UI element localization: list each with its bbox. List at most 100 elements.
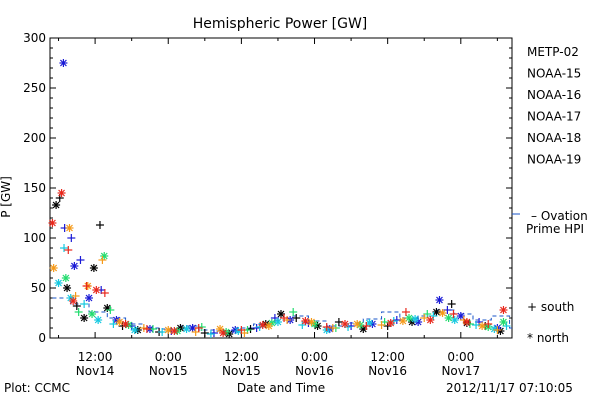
south-point-metp-02 — [72, 302, 81, 310]
north-point-noaa-16 — [94, 316, 103, 324]
north-point-noaa-18 — [353, 320, 362, 328]
y-tick-label: 50 — [31, 281, 46, 295]
south-point-noaa-19 — [362, 322, 371, 330]
ovation-label-line2: Prime HPI — [526, 222, 584, 236]
x-tick-date: Nov14 — [76, 364, 115, 378]
south-point-noaa-16 — [80, 300, 89, 308]
y-tick-label: 200 — [23, 131, 46, 145]
y-tick-label: 0 — [38, 331, 46, 345]
north-point-noaa-19 — [219, 329, 228, 337]
north-point-noaa-17 — [499, 318, 508, 326]
north-point-metp-02 — [277, 310, 285, 318]
north-point-noaa-17 — [88, 310, 97, 318]
north-point-noaa-17 — [404, 314, 413, 322]
y-axis-label: P [GW] — [0, 176, 13, 218]
south-point-metp-02 — [334, 318, 343, 326]
north-point-noaa-18 — [115, 318, 124, 326]
north-point-noaa-17 — [100, 252, 109, 260]
south-point-noaa-19 — [64, 246, 73, 254]
north-point-noaa-18 — [264, 322, 273, 330]
north-point-noaa-19 — [462, 318, 471, 326]
south-point-noaa-16 — [158, 328, 167, 336]
y-axis: 0 50 100 150 200 250 300 — [23, 31, 512, 345]
south-point-noaa-16 — [472, 321, 481, 329]
north-point-noaa-18 — [478, 322, 487, 330]
north-point-noaa-15 — [70, 262, 79, 270]
south-point-noaa-18 — [328, 324, 337, 332]
ovation-label-line1: – Ovation — [531, 209, 588, 223]
north-point-noaa-19 — [121, 320, 130, 328]
north-point-noaa-19 — [301, 317, 310, 325]
legend: METP-02 NOAA-15 NOAA-16 NOAA-17 NOAA-18 NOAA-… — [527, 45, 581, 167]
north-point-metp-02 — [89, 264, 98, 272]
y-tick-label: 250 — [23, 81, 46, 95]
south-point-metp-02 — [95, 221, 104, 229]
south-point-noaa-18 — [377, 321, 386, 329]
x-tick-date: Nov15 — [149, 364, 188, 378]
data-points — [48, 59, 511, 338]
x-tick-time: 0:00 — [447, 350, 474, 364]
north-point-noaa-19 — [69, 297, 78, 305]
x-tick-time: 12:00 — [370, 350, 405, 364]
north-point-metp-02 — [80, 314, 89, 322]
legend-entry: NOAA-19 — [527, 153, 581, 167]
north-point-noaa-16 — [182, 325, 191, 333]
x-tick-date: Nov15 — [222, 364, 261, 378]
x-tick-date: Nov17 — [441, 364, 480, 378]
south-point-noaa-18 — [420, 314, 429, 322]
north-point-noaa-19 — [340, 320, 349, 328]
south-point-metp-02 — [200, 329, 209, 337]
x-tick-time: 12:00 — [224, 350, 259, 364]
south-point-noaa-18 — [493, 326, 502, 334]
south-point-noaa-19 — [142, 325, 151, 333]
y-tick-label: 100 — [23, 231, 46, 245]
x-tick-time: 12:00 — [78, 350, 113, 364]
north-point-noaa-16 — [130, 326, 139, 334]
legend-entry: NOAA-16 — [527, 88, 581, 102]
x-tick-date: Nov16 — [368, 364, 407, 378]
south-point-noaa-19 — [449, 310, 458, 318]
north-point-noaa-18 — [65, 224, 74, 232]
south-point-noaa-19 — [194, 324, 203, 332]
legend-entry: NOAA-15 — [527, 67, 581, 81]
x-axis: 12:00Nov140:00Nov1512:00Nov150:00Nov1612… — [58, 38, 498, 378]
north-point-noaa-16 — [273, 318, 282, 326]
south-point-noaa-16 — [206, 330, 215, 338]
north-point-noaa-15 — [435, 296, 444, 304]
south-point-noaa-15 — [76, 256, 85, 264]
north-point-noaa-18 — [164, 326, 173, 334]
south-point-noaa-16 — [109, 320, 118, 328]
symbol-key-south: + south — [527, 300, 574, 314]
south-point-noaa-19 — [82, 282, 91, 290]
north-point-noaa-19 — [426, 316, 435, 324]
south-point-noaa-19 — [322, 323, 331, 331]
north-point-metp-02 — [432, 308, 441, 316]
south-point-noaa-17 — [289, 308, 298, 316]
plot-frame — [49, 37, 513, 339]
north-point-noaa-18 — [49, 264, 58, 272]
north-point-noaa-19 — [92, 286, 101, 294]
footer-left: Plot: CCMC — [4, 381, 70, 395]
north-point-noaa-17 — [61, 274, 70, 282]
north-point-noaa-19 — [170, 327, 179, 335]
chart-title: Hemispheric Power [GW] — [193, 16, 368, 32]
y-tick-label: 150 — [23, 181, 46, 195]
symbol-key: + south * north — [527, 300, 574, 345]
x-axis-label: Date and Time — [237, 381, 325, 395]
legend-entry: NOAA-17 — [527, 110, 581, 124]
south-point-noaa-19 — [401, 308, 410, 316]
south-point-noaa-17 — [74, 308, 83, 316]
y-tick-label: 300 — [23, 31, 46, 45]
south-point-noaa-18 — [98, 256, 107, 264]
north-point-noaa-15 — [85, 294, 94, 302]
symbol-key-north: * north — [527, 331, 569, 345]
south-point-noaa-19 — [484, 320, 493, 328]
north-point-noaa-16 — [234, 327, 243, 335]
south-point-metp-02 — [447, 300, 456, 308]
north-point-noaa-19 — [48, 219, 57, 227]
north-point-metp-02 — [52, 201, 61, 209]
north-point-noaa-19 — [386, 319, 395, 327]
south-point-noaa-19 — [280, 314, 289, 322]
south-point-noaa-19 — [100, 289, 109, 297]
